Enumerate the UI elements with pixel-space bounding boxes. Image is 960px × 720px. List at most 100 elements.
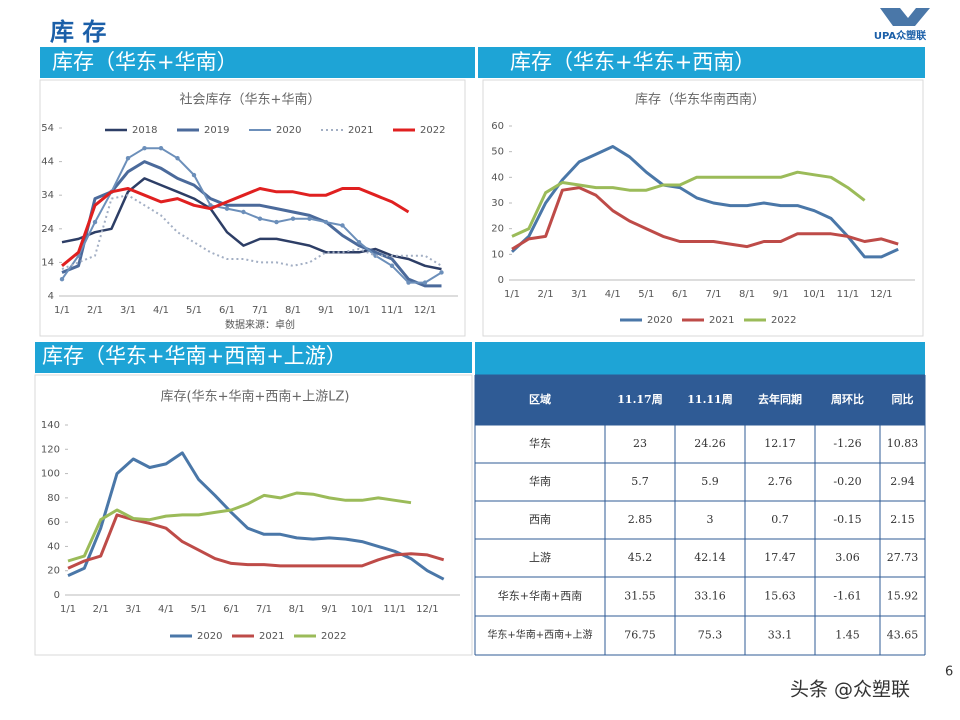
x-tick-label: 4/1 — [605, 289, 621, 300]
point — [422, 280, 428, 285]
x-tick-label: 9/1 — [773, 289, 789, 300]
series-line — [67, 451, 445, 581]
series-line — [511, 170, 866, 238]
panel-title: 库存（华东+华南） — [52, 50, 238, 74]
table-cell: 3 — [707, 513, 714, 526]
table-cell: 15.92 — [887, 590, 919, 603]
x-tick-label: 12/1 — [870, 289, 892, 300]
chart-title: 库存(华东+华南+西南+上游LZ) — [161, 389, 350, 405]
table-header-cell: 区域 — [529, 392, 551, 406]
point — [340, 223, 345, 228]
table-cell: 华东+华南+西南+上游 — [487, 628, 592, 641]
table-cell: 43.65 — [887, 629, 919, 642]
y-tick-label: 0 — [54, 590, 60, 601]
x-tick-label: 12/1 — [414, 305, 436, 316]
x-tick-label: 3/1 — [571, 289, 587, 300]
y-tick-label: 60 — [491, 121, 504, 132]
legend-label: 2020 — [647, 315, 672, 326]
table-cell: 5.7 — [631, 475, 649, 488]
watermark: 头条 @众塑联 — [790, 679, 910, 701]
table-cell: 华东 — [529, 436, 551, 450]
table-header-row — [475, 375, 925, 425]
logo: UPA众塑联 — [874, 8, 930, 42]
table-header-cell: 去年同期 — [758, 392, 802, 406]
x-tick-label: 4/1 — [153, 305, 169, 316]
chart-title: 社会库存（华东+华南） — [180, 92, 321, 108]
chart-frame — [482, 79, 924, 337]
x-tick-label: 6/1 — [672, 289, 688, 300]
table-header-cell: 11.17周 — [617, 393, 662, 406]
y-tick-label: 34 — [41, 190, 54, 201]
x-tick-label: 1/1 — [54, 305, 70, 316]
y-tick-label: 4 — [48, 291, 54, 302]
point — [389, 263, 395, 268]
table-cell: -1.26 — [833, 437, 861, 450]
y-tick-label: 20 — [47, 566, 60, 577]
table-cell: 华东+华南+西南 — [498, 589, 582, 603]
point — [224, 206, 230, 211]
point — [373, 253, 378, 258]
point — [59, 277, 65, 282]
y-tick-label: 40 — [491, 172, 504, 183]
legend-label: 2021 — [709, 315, 734, 326]
x-tick-label: 1/1 — [60, 604, 76, 615]
legend-label: 2021 — [348, 125, 373, 136]
table-cell: 2.94 — [890, 475, 915, 488]
series-line — [67, 513, 445, 570]
page-title: 库 存 — [50, 18, 106, 46]
point — [191, 172, 197, 178]
point — [406, 280, 411, 285]
x-tick-label: 8/1 — [285, 305, 301, 316]
legend-label: 2020 — [276, 125, 301, 136]
table-cell: 12.17 — [764, 437, 796, 450]
chart-frame — [39, 79, 466, 337]
table-cell: 1.45 — [835, 629, 860, 642]
x-tick-label: 7/1 — [252, 305, 268, 316]
x-tick-label: 7/1 — [256, 604, 272, 615]
legend-label: 2022 — [321, 631, 346, 642]
legend-label: 2020 — [197, 631, 222, 642]
x-tick-label: 2/1 — [538, 289, 554, 300]
series-line — [61, 147, 443, 284]
point — [241, 209, 246, 215]
point — [142, 145, 147, 151]
x-tick-label: 8/1 — [739, 289, 755, 300]
y-tick-label: 20 — [491, 224, 504, 235]
x-tick-label: 10/1 — [803, 289, 825, 300]
x-tick-label: 2/1 — [93, 604, 109, 615]
series-line — [67, 491, 412, 563]
x-tick-label: 8/1 — [289, 604, 305, 615]
x-tick-label: 9/1 — [321, 604, 337, 615]
x-tick-label: 6/1 — [223, 604, 239, 615]
table-cell: 15.63 — [764, 590, 796, 603]
y-tick-label: 24 — [41, 224, 54, 235]
table-cell: 2.15 — [890, 513, 915, 526]
x-tick-label: 11/1 — [383, 604, 405, 615]
y-tick-label: 140 — [41, 420, 60, 431]
y-tick-label: 40 — [47, 541, 60, 552]
table-cell: 0.7 — [771, 513, 789, 526]
x-tick-label: 10/1 — [348, 305, 370, 316]
point — [307, 216, 312, 221]
table-cell: 西南 — [529, 513, 551, 526]
table-cell: 27.73 — [887, 551, 919, 564]
point — [125, 156, 131, 161]
table-cell: -0.15 — [833, 513, 861, 526]
x-tick-label: 2/1 — [87, 305, 103, 316]
x-tick-label: 4/1 — [158, 604, 174, 615]
point — [439, 270, 444, 275]
x-tick-label: 5/1 — [186, 305, 202, 316]
table-cell: 24.26 — [694, 437, 726, 450]
logo-mark — [880, 8, 930, 26]
point — [274, 219, 279, 225]
chart-frame — [34, 374, 473, 656]
x-tick-label: 6/1 — [219, 305, 235, 316]
panel-header — [40, 47, 475, 78]
x-tick-label: 12/1 — [416, 604, 438, 615]
table-cell: 31.55 — [624, 590, 656, 603]
y-tick-label: 50 — [491, 147, 504, 158]
table-cell: 华南 — [529, 474, 551, 488]
table-cell: 10.83 — [887, 437, 919, 450]
table-cell: -0.20 — [833, 475, 861, 488]
